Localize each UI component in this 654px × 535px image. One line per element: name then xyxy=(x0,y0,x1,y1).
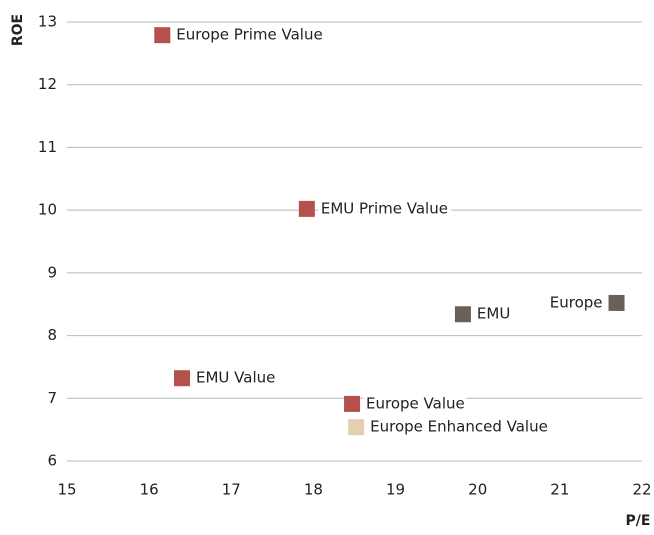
point xyxy=(348,419,365,436)
x-tick-label: 20 xyxy=(468,481,487,499)
y-tick-label: 6 xyxy=(47,452,57,470)
point xyxy=(454,306,471,323)
y-axis-title: ROE xyxy=(10,14,26,46)
point-label: EMU Prime Value xyxy=(321,199,448,217)
y-tick-label: 10 xyxy=(38,201,57,219)
point-label: Europe Value xyxy=(366,394,465,412)
point-label: Europe Enhanced Value xyxy=(370,418,548,436)
x-tick-label: 19 xyxy=(386,481,405,499)
point-label: EMU Value xyxy=(196,369,275,387)
y-tick-label: 12 xyxy=(38,75,57,93)
x-tick-label: 17 xyxy=(222,481,241,499)
point xyxy=(174,370,190,387)
y-tick-label: 9 xyxy=(47,263,57,281)
point xyxy=(298,200,315,217)
x-tick-label: 22 xyxy=(632,481,651,499)
point xyxy=(608,294,625,311)
x-axis-title: P/E xyxy=(626,513,651,529)
point-label: EMU xyxy=(477,305,510,323)
y-tick-label: 8 xyxy=(47,326,57,344)
x-tick-label: 16 xyxy=(140,481,159,499)
x-tick-label: 15 xyxy=(57,481,76,499)
point-label: Europe xyxy=(550,293,603,311)
point xyxy=(154,27,171,44)
x-tick-label: 21 xyxy=(550,481,569,499)
y-tick-label: 11 xyxy=(38,138,57,156)
point-label: Europe Prime Value xyxy=(176,26,322,44)
point xyxy=(344,395,361,412)
y-tick-label: 7 xyxy=(47,389,57,407)
y-tick-label: 13 xyxy=(38,13,57,31)
x-tick-label: 18 xyxy=(304,481,323,499)
